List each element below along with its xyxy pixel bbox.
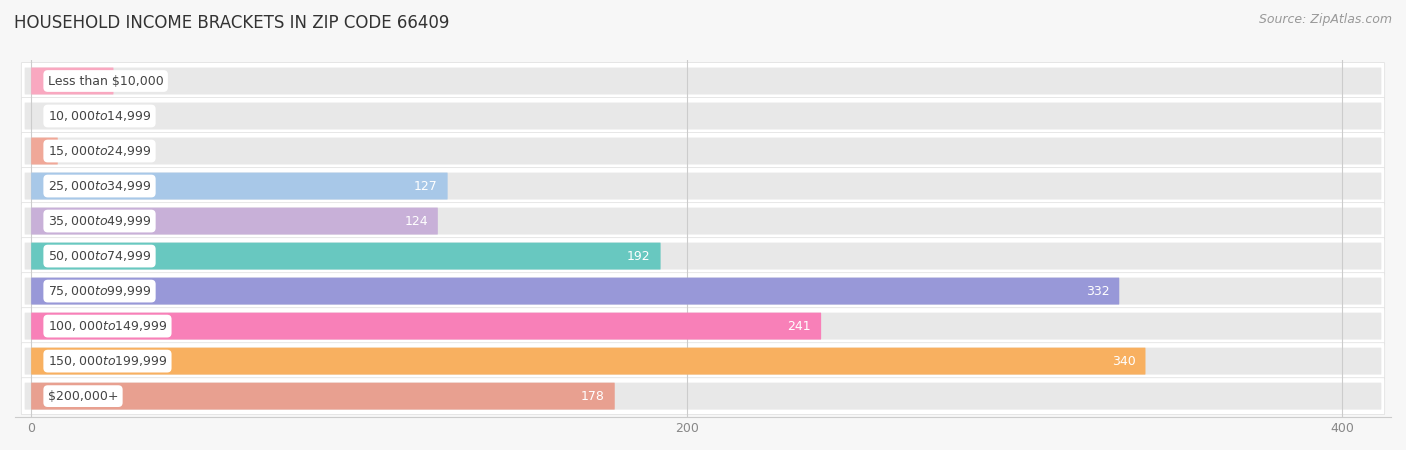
Text: HOUSEHOLD INCOME BRACKETS IN ZIP CODE 66409: HOUSEHOLD INCOME BRACKETS IN ZIP CODE 66… [14, 14, 450, 32]
Text: 332: 332 [1085, 284, 1109, 297]
FancyBboxPatch shape [31, 382, 614, 410]
FancyBboxPatch shape [31, 138, 58, 165]
Text: 241: 241 [787, 320, 811, 333]
Text: Source: ZipAtlas.com: Source: ZipAtlas.com [1258, 14, 1392, 27]
FancyBboxPatch shape [25, 68, 1381, 94]
FancyBboxPatch shape [25, 348, 1381, 374]
FancyBboxPatch shape [31, 243, 661, 270]
Text: 178: 178 [581, 390, 605, 403]
Text: $50,000 to $74,999: $50,000 to $74,999 [48, 249, 152, 263]
FancyBboxPatch shape [25, 243, 1381, 270]
Text: 127: 127 [413, 180, 437, 193]
FancyBboxPatch shape [25, 313, 1381, 340]
FancyBboxPatch shape [25, 103, 1381, 130]
Text: $15,000 to $24,999: $15,000 to $24,999 [48, 144, 152, 158]
Text: 8: 8 [75, 144, 82, 158]
Text: 192: 192 [627, 250, 651, 263]
Text: $200,000+: $200,000+ [48, 390, 118, 403]
Text: 124: 124 [404, 215, 427, 228]
FancyBboxPatch shape [31, 348, 1146, 374]
FancyBboxPatch shape [25, 172, 1381, 199]
FancyBboxPatch shape [21, 273, 1385, 310]
Text: 25: 25 [129, 75, 146, 87]
Text: $150,000 to $199,999: $150,000 to $199,999 [48, 354, 167, 368]
FancyBboxPatch shape [21, 98, 1385, 135]
FancyBboxPatch shape [21, 133, 1385, 169]
FancyBboxPatch shape [21, 168, 1385, 204]
FancyBboxPatch shape [21, 378, 1385, 414]
Text: $25,000 to $34,999: $25,000 to $34,999 [48, 179, 152, 193]
Text: $100,000 to $149,999: $100,000 to $149,999 [48, 319, 167, 333]
FancyBboxPatch shape [31, 313, 821, 340]
FancyBboxPatch shape [25, 382, 1381, 410]
FancyBboxPatch shape [25, 278, 1381, 305]
Text: $10,000 to $14,999: $10,000 to $14,999 [48, 109, 152, 123]
Text: Less than $10,000: Less than $10,000 [48, 75, 163, 87]
FancyBboxPatch shape [25, 138, 1381, 165]
FancyBboxPatch shape [21, 343, 1385, 379]
FancyBboxPatch shape [31, 172, 447, 199]
FancyBboxPatch shape [21, 202, 1385, 239]
Text: $35,000 to $49,999: $35,000 to $49,999 [48, 214, 152, 228]
FancyBboxPatch shape [31, 68, 114, 94]
FancyBboxPatch shape [31, 207, 437, 234]
FancyBboxPatch shape [25, 207, 1381, 234]
FancyBboxPatch shape [21, 63, 1385, 99]
Text: $75,000 to $99,999: $75,000 to $99,999 [48, 284, 152, 298]
Text: 340: 340 [1112, 355, 1136, 368]
FancyBboxPatch shape [31, 278, 1119, 305]
FancyBboxPatch shape [21, 238, 1385, 274]
Text: 0: 0 [48, 109, 56, 122]
FancyBboxPatch shape [21, 308, 1385, 345]
